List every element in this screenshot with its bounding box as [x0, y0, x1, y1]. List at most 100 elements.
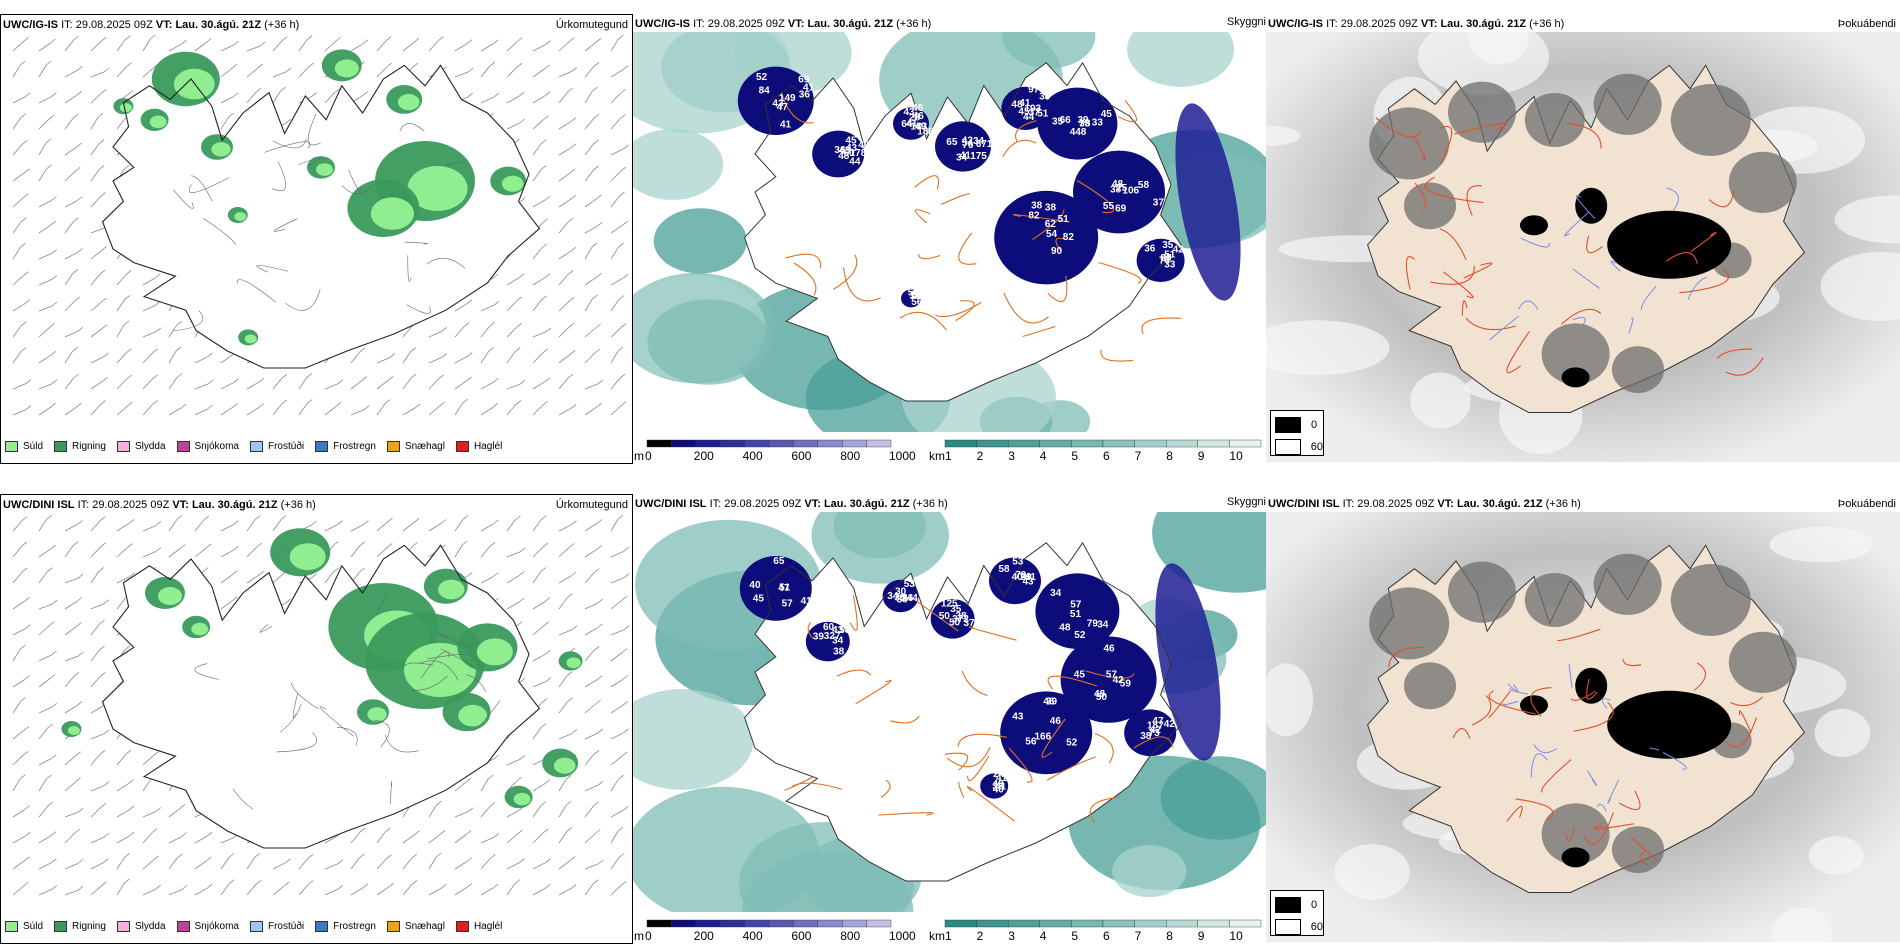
visibility-value-label: 40: [1012, 572, 1024, 583]
visibility-value-label: 40: [858, 140, 870, 151]
legend-label: Slydda: [134, 441, 166, 452]
visibility-value-label: 50: [939, 611, 951, 622]
visibility-value-label: 42: [1150, 725, 1162, 736]
visibility-value-label: 372: [952, 614, 969, 625]
colorbar-cell: [793, 439, 818, 448]
fog-legend-item: 60: [1275, 439, 1323, 455]
visibility-value-label: 46: [913, 111, 925, 122]
visibility-value-label: 73: [1149, 728, 1161, 739]
colorbar-cell: [646, 919, 672, 928]
visibility-value-label: 60: [844, 148, 856, 159]
precip-legend-item: Súld: [5, 441, 43, 452]
visibility-value-label: 42: [1164, 719, 1176, 730]
legend-label: 60: [1310, 921, 1323, 933]
colorbar-tick: 200: [693, 449, 714, 463]
visibility-value-label: 46: [1043, 697, 1055, 708]
visibility-value-label: 193: [1024, 104, 1041, 115]
panel-title: UWC/IG-IS IT: 29.08.2025 09Z VT: Lau. 30…: [3, 19, 300, 31]
legend-label: 0: [1311, 899, 1318, 911]
legend-label: Snæhagl: [404, 921, 445, 932]
visibility-value-label: 183: [911, 122, 928, 133]
visibility-value-label: 50: [949, 618, 961, 629]
visibility-value-label: 52: [1074, 630, 1086, 641]
visibility-value-label: 45: [1101, 109, 1113, 120]
fog-map: [1266, 32, 1900, 462]
visibility-legend: m 0 200 400 600 800 1000 km 1 2 3 4 5 6 7 8 9 10: [633, 918, 1266, 944]
visibility-value-label: 51: [1070, 609, 1082, 620]
visibility-panel-top: UWC/IG-IS IT: 29.08.2025 09Z VT: Lau. 30…: [633, 14, 1266, 464]
visibility-value-label: 58: [999, 564, 1011, 575]
colorbar-cell: [768, 439, 794, 448]
legend-label: Frostregn: [333, 441, 376, 452]
visibility-value-label: 40: [993, 785, 1005, 796]
precip-legend: Súld Rigning Slydda Snjókoma Frostúði Frostre…: [5, 441, 514, 452]
precip-legend-item: Slydda: [116, 441, 166, 452]
visibility-value-label: 38: [956, 611, 968, 622]
precip-legend-item: Haglél: [455, 921, 502, 932]
legend-label: Rigning: [72, 441, 106, 452]
colorbar-cell: [744, 919, 770, 928]
fog-map: [1266, 512, 1900, 942]
precip-legend-item: Snjókoma: [176, 921, 239, 932]
visibility-value-label: 50: [1096, 692, 1108, 703]
visibility-value-label: 39: [813, 632, 825, 643]
visibility-value-label: 45: [753, 593, 765, 604]
legend-swatch: [1275, 897, 1301, 913]
visibility-value-label: 56: [911, 297, 923, 308]
visibility-value-label: 70: [1159, 255, 1171, 266]
panel-type-label: Úrkomutegund: [555, 19, 628, 31]
visibility-value-label: 41: [801, 596, 813, 607]
colorbar-cell: [1197, 919, 1230, 928]
visibility-value-label: 53: [904, 579, 916, 590]
visibility-colorbar: [646, 919, 1262, 928]
visibility-value-label: 35: [1162, 240, 1174, 251]
visibility-value-label: 43: [904, 107, 916, 118]
legend-swatch: [386, 921, 400, 932]
visibility-value-label: 65: [773, 556, 785, 567]
visibility-value-label: 38: [1039, 92, 1051, 103]
colorbar-tick: 0: [645, 929, 652, 943]
visibility-value-label: 36: [799, 90, 811, 101]
precip-legend-item: Súld: [5, 921, 43, 932]
colorbar-cell: [841, 439, 867, 448]
visibility-value-label: 49: [993, 779, 1005, 790]
visibility-value-label: 54: [962, 138, 974, 149]
legend-swatch: [455, 441, 469, 452]
visibility-value-label: 149: [779, 93, 796, 104]
precip-legend-item: Frostúði: [249, 441, 304, 452]
colorbar-tick: 4: [1039, 449, 1047, 463]
visibility-value-label: 43: [772, 98, 784, 109]
colorbar-tick: 800: [840, 929, 861, 943]
panel-type-label: Þokuábendi: [1837, 498, 1896, 510]
visibility-value-label: 46: [1050, 716, 1062, 727]
colorbar-tick: 1000: [889, 449, 916, 463]
visibility-value-label: 178: [850, 148, 867, 159]
legend-swatch: [315, 441, 329, 452]
panel-title: UWC/IG-IS IT: 29.08.2025 09Z VT: Lau. 30…: [635, 18, 932, 30]
visibility-value-label: 160: [910, 290, 927, 301]
visibility-value-label: 43: [832, 625, 844, 636]
visibility-value-label: 48: [1112, 179, 1124, 190]
visibility-value-label: 38: [910, 291, 922, 302]
visibility-value-label: 47: [777, 102, 789, 113]
visibility-value-label: 38: [833, 646, 845, 657]
colorbar-cell: [768, 919, 794, 928]
legend-label: 0: [1311, 419, 1318, 431]
legend-label: 60: [1310, 441, 1323, 453]
visibility-value-label: 448: [1070, 127, 1087, 138]
colorbar-tick: 5: [1071, 929, 1079, 943]
colorbar-tick: 3: [1008, 449, 1015, 463]
precip-legend-item: Frostúði: [249, 921, 304, 932]
colorbar-cell: [976, 439, 1009, 448]
colorbar-tick: 10: [1229, 929, 1243, 943]
visibility-value-label: 35: [950, 604, 962, 615]
visibility-value-label: 37: [912, 290, 924, 301]
visibility-value-label: 43: [846, 143, 858, 154]
legend-swatch: [1275, 417, 1301, 433]
legend-swatch: [455, 921, 469, 932]
panel-title: UWC/DINI ISL IT: 29.08.2025 09Z VT: Lau.…: [635, 498, 948, 510]
precip-map: [12, 514, 630, 896]
visibility-value-label: 42: [1113, 675, 1125, 686]
legend-swatch: [116, 441, 130, 452]
colorbar-cell: [1229, 919, 1262, 928]
